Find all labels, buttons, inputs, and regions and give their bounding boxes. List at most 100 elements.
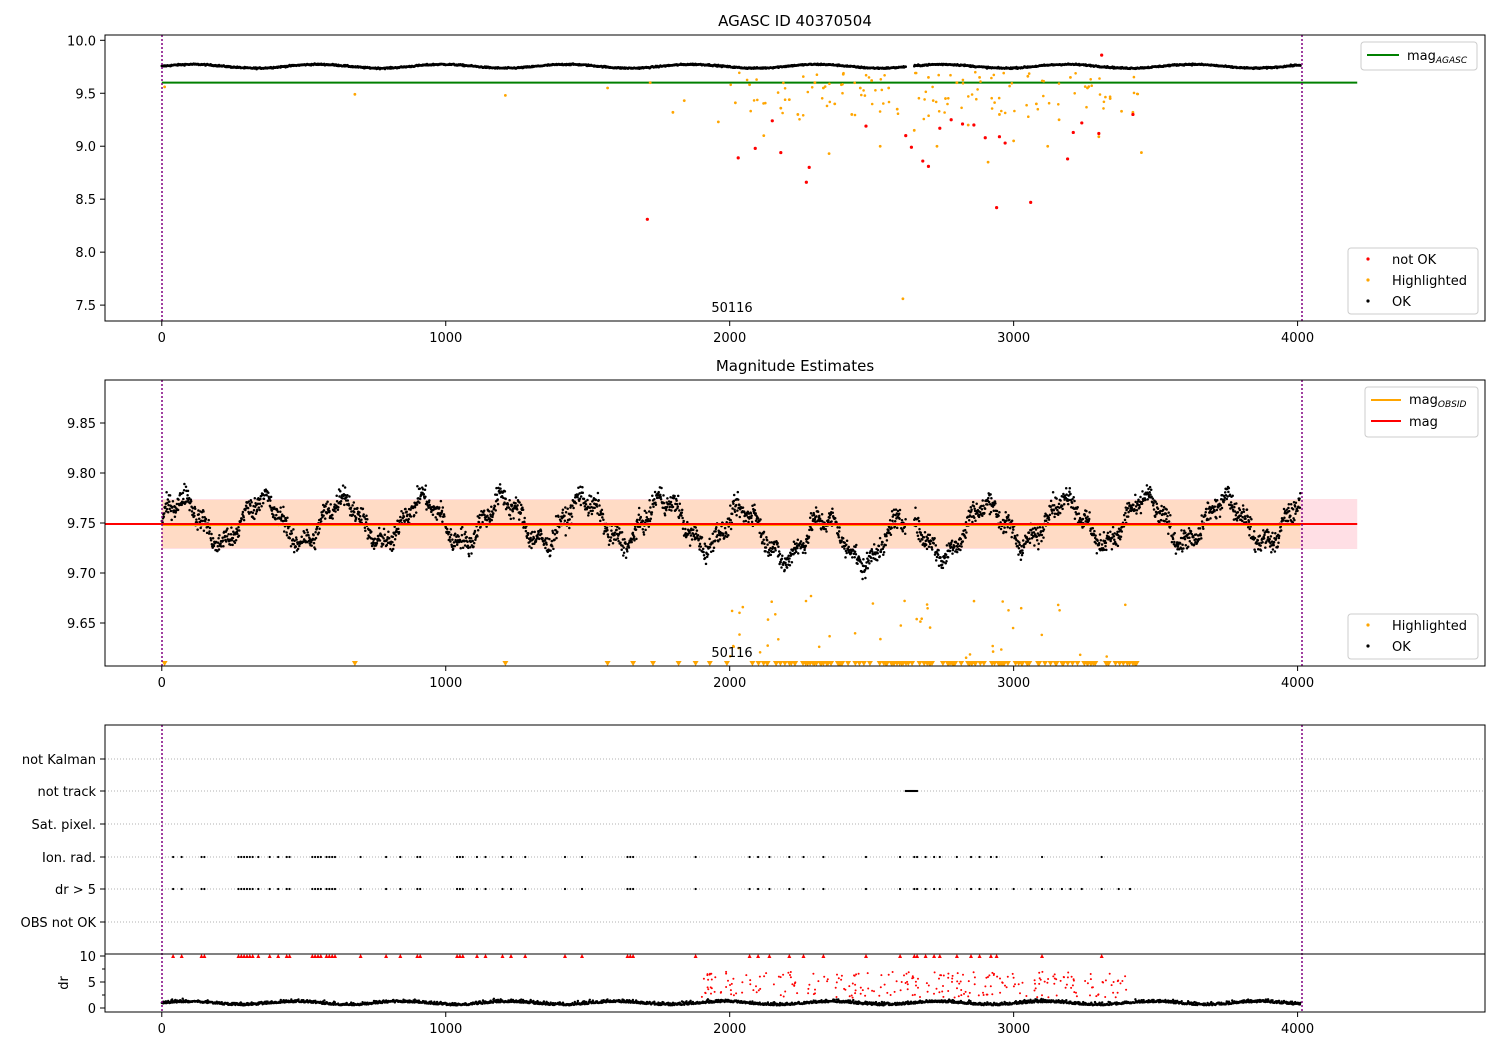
panel1-frame bbox=[104, 34, 1486, 322]
highlighted-point bbox=[1010, 82, 1014, 85]
ok-point bbox=[888, 518, 892, 522]
ok-point bbox=[237, 534, 241, 537]
ok-point bbox=[204, 517, 208, 521]
ok-point bbox=[428, 503, 431, 507]
ok-point bbox=[197, 517, 201, 521]
highlighted-point bbox=[937, 110, 941, 113]
highlighted-point bbox=[606, 86, 609, 90]
ok-point bbox=[796, 546, 799, 550]
ok-point bbox=[781, 554, 784, 558]
ok-point bbox=[1110, 547, 1114, 551]
ok-point bbox=[591, 509, 594, 512]
ok-point bbox=[241, 510, 245, 514]
ok-point bbox=[387, 530, 390, 534]
highlighted-point bbox=[828, 82, 831, 86]
ok-point bbox=[1155, 502, 1159, 506]
ok-point bbox=[642, 531, 645, 534]
highlighted-point bbox=[1135, 92, 1139, 96]
ok-point bbox=[259, 497, 262, 501]
highlighted-point bbox=[943, 111, 946, 114]
ok-point bbox=[527, 532, 530, 535]
ok-point bbox=[1218, 515, 1222, 519]
ok-point bbox=[1141, 490, 1144, 493]
ok-point bbox=[1027, 531, 1031, 535]
ok-point bbox=[476, 535, 479, 538]
ok-point bbox=[308, 538, 312, 541]
ok-point bbox=[884, 543, 887, 547]
ok-point bbox=[196, 528, 199, 531]
ok-point bbox=[293, 539, 296, 542]
ok-point bbox=[447, 531, 451, 534]
ok-point bbox=[325, 511, 329, 514]
ok-point bbox=[492, 506, 496, 510]
ok-point bbox=[182, 489, 186, 492]
ok-point bbox=[519, 511, 523, 515]
ok-point bbox=[1077, 512, 1081, 515]
highlighted-point bbox=[1069, 75, 1072, 79]
ok-point bbox=[916, 534, 920, 538]
ok-point bbox=[360, 518, 363, 521]
highlighted-point bbox=[937, 73, 940, 77]
ok-point bbox=[657, 490, 660, 494]
not-ok-point bbox=[909, 145, 914, 149]
ok-point bbox=[292, 542, 296, 546]
ok-point bbox=[474, 538, 477, 542]
highlighted-point bbox=[1047, 101, 1051, 105]
ok-point bbox=[983, 511, 986, 515]
highlighted-point bbox=[986, 160, 990, 164]
ok-point bbox=[166, 501, 169, 505]
ok-point bbox=[418, 487, 422, 490]
highlighted-point bbox=[860, 93, 863, 97]
ok-point bbox=[1253, 536, 1257, 540]
ok-point bbox=[696, 533, 700, 537]
ok-point bbox=[662, 501, 666, 505]
highlighted-point bbox=[955, 81, 959, 85]
highlighted-point bbox=[853, 113, 857, 117]
ok-point bbox=[1076, 506, 1079, 509]
ok-point bbox=[1068, 486, 1072, 490]
ok-point bbox=[723, 526, 727, 530]
ok-point bbox=[878, 536, 882, 540]
ok-point bbox=[1248, 527, 1252, 531]
ok-point bbox=[440, 509, 444, 513]
ok-point bbox=[870, 559, 873, 563]
ok-point bbox=[876, 559, 879, 562]
ok-point bbox=[1220, 506, 1224, 510]
ok-point bbox=[901, 530, 905, 533]
ok-point bbox=[512, 517, 515, 520]
ok-point bbox=[601, 516, 604, 519]
ok-point bbox=[1173, 540, 1176, 544]
highlighted-point bbox=[927, 75, 930, 79]
ok-point bbox=[774, 549, 777, 552]
ok-point bbox=[903, 532, 907, 536]
ok-point bbox=[553, 538, 556, 542]
y-tick-label: 8.0 bbox=[75, 246, 96, 261]
ok-point bbox=[544, 546, 547, 550]
ok-point bbox=[750, 516, 753, 520]
ok-point bbox=[622, 546, 625, 549]
ok-point bbox=[785, 566, 789, 569]
ok-point bbox=[645, 511, 648, 515]
ok-point bbox=[959, 548, 962, 552]
ok-point bbox=[1098, 533, 1102, 536]
ok-point bbox=[322, 514, 325, 517]
ok-point bbox=[193, 514, 196, 518]
ok-point bbox=[1248, 515, 1252, 519]
highlighted-point bbox=[880, 88, 884, 92]
ok-point bbox=[680, 511, 684, 514]
ok-point bbox=[1148, 490, 1151, 494]
highlighted-point bbox=[934, 100, 938, 104]
highlighted-point bbox=[979, 80, 982, 83]
ok-point bbox=[668, 505, 672, 509]
ok-point bbox=[192, 511, 196, 515]
ok-point bbox=[1070, 501, 1074, 504]
ok-point bbox=[1231, 504, 1234, 507]
ok-point bbox=[725, 532, 728, 535]
ok-point bbox=[459, 546, 462, 550]
ok-point bbox=[997, 514, 1000, 517]
ok-point bbox=[496, 502, 500, 506]
ok-point bbox=[926, 537, 930, 540]
ok-point bbox=[790, 561, 794, 564]
highlighted-point bbox=[993, 101, 996, 104]
ok-point bbox=[918, 527, 921, 531]
